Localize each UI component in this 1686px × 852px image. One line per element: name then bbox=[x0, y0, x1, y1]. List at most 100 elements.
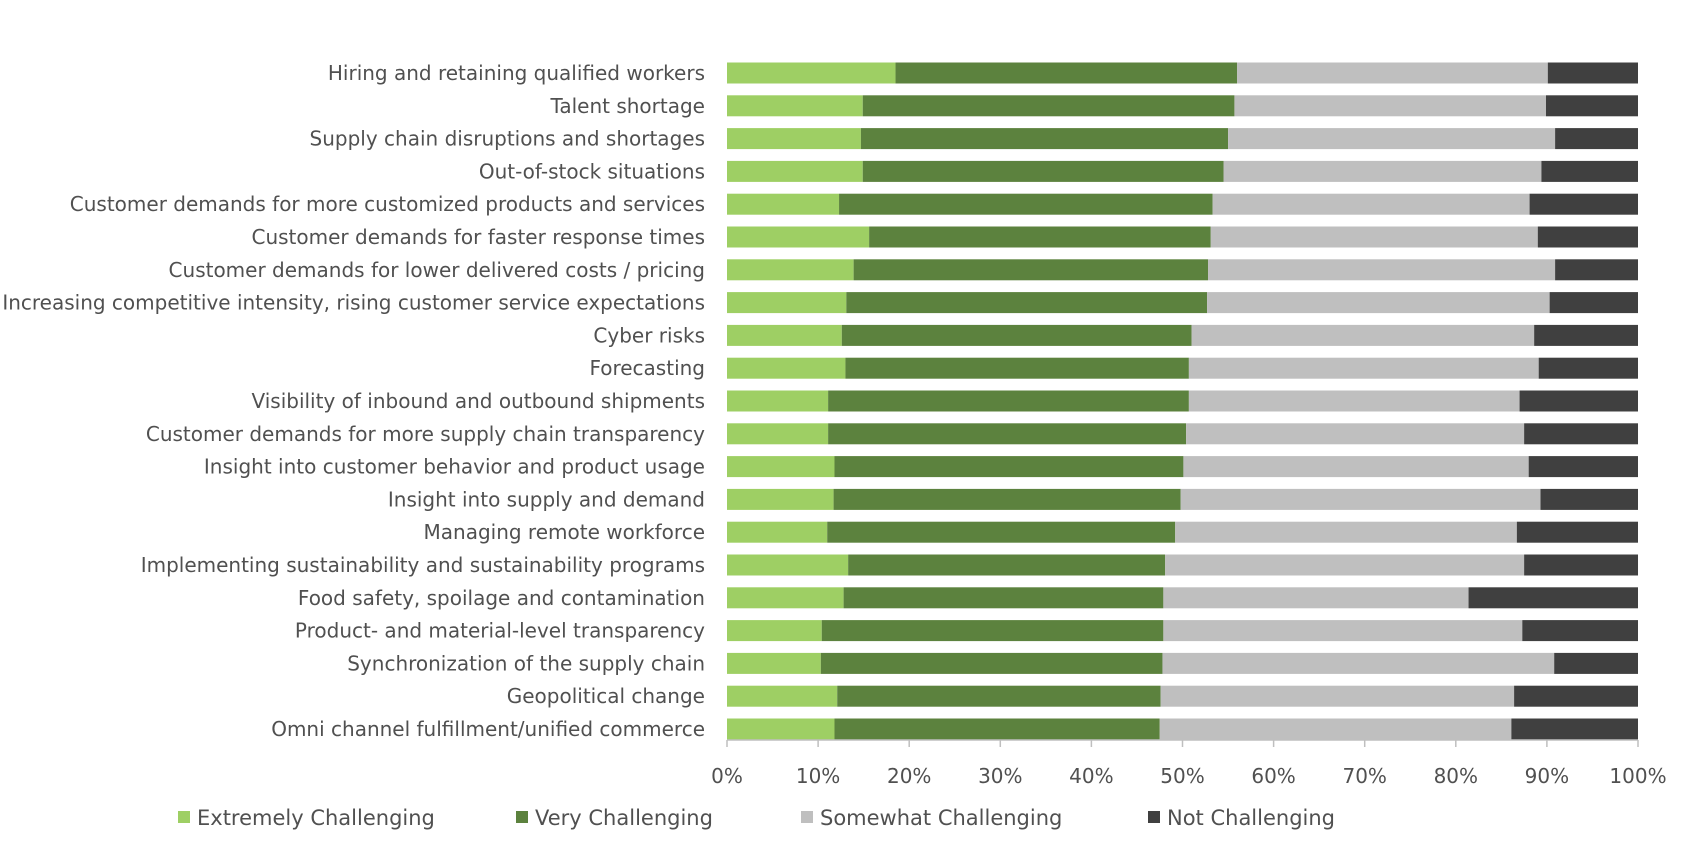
bar-extremely-challenging-2 bbox=[727, 95, 863, 117]
legend-label-extremely-challenging: Extremely Challenging bbox=[197, 806, 435, 830]
x-tick-label: 90% bbox=[1525, 764, 1569, 788]
bar-not-challenging-21 bbox=[1511, 718, 1638, 740]
bar-extremely-challenging-18 bbox=[727, 620, 822, 642]
category-label: Customer demands for faster response tim… bbox=[252, 225, 706, 249]
bar-somewhat-challenging-16 bbox=[1165, 554, 1525, 576]
bar-not-challenging-16 bbox=[1524, 554, 1639, 576]
category-label: Synchronization of the supply chain bbox=[347, 651, 705, 675]
category-label: Product- and material-level transparency bbox=[295, 619, 705, 643]
legend-swatch-somewhat-challenging bbox=[801, 811, 813, 823]
bar-somewhat-challenging-7 bbox=[1208, 259, 1556, 281]
legend: Extremely Challenging Very Challenging Som… bbox=[178, 806, 1335, 830]
bar-very-challenging-3 bbox=[860, 128, 1229, 150]
bar-extremely-challenging-3 bbox=[727, 128, 861, 150]
category-label: Customer demands for more customized pro… bbox=[70, 192, 705, 216]
bar-very-challenging-9 bbox=[841, 324, 1192, 346]
bar-very-challenging-7 bbox=[853, 259, 1209, 281]
category-label: Food safety, spoilage and contamination bbox=[298, 586, 705, 610]
bar-somewhat-challenging-6 bbox=[1210, 226, 1538, 248]
bar-extremely-challenging-7 bbox=[727, 259, 854, 281]
bar-not-challenging-1 bbox=[1547, 62, 1638, 84]
bar-somewhat-challenging-18 bbox=[1163, 620, 1523, 642]
bar-extremely-challenging-19 bbox=[727, 652, 821, 674]
bar-extremely-challenging-17 bbox=[727, 587, 844, 609]
bar-somewhat-challenging-4 bbox=[1223, 160, 1542, 182]
bar-extremely-challenging-20 bbox=[727, 685, 838, 707]
bar-extremely-challenging-1 bbox=[727, 62, 896, 84]
bar-not-challenging-11 bbox=[1519, 390, 1638, 412]
bar-not-challenging-4 bbox=[1541, 160, 1638, 182]
bar-very-challenging-14 bbox=[833, 488, 1181, 510]
bar-very-challenging-1 bbox=[895, 62, 1238, 84]
category-label: Talent shortage bbox=[549, 94, 705, 118]
bar-somewhat-challenging-9 bbox=[1191, 324, 1535, 346]
bar-not-challenging-3 bbox=[1555, 128, 1638, 150]
bar-not-challenging-7 bbox=[1555, 259, 1638, 281]
category-label: Visibility of inbound and outbound shipm… bbox=[251, 389, 705, 413]
category-label: Out-of-stock situations bbox=[479, 159, 705, 183]
x-tick-label: 0% bbox=[711, 764, 743, 788]
bar-extremely-challenging-10 bbox=[727, 357, 846, 379]
category-label: Omni channel fulfillment/unified commerc… bbox=[271, 717, 705, 741]
bar-somewhat-challenging-3 bbox=[1228, 128, 1556, 150]
bar-extremely-challenging-4 bbox=[727, 160, 863, 182]
legend-label-not-challenging: Not Challenging bbox=[1167, 806, 1335, 830]
bar-somewhat-challenging-21 bbox=[1159, 718, 1512, 740]
category-label: Geopolitical change bbox=[507, 684, 705, 708]
bar-not-challenging-20 bbox=[1514, 685, 1638, 707]
bar-somewhat-challenging-12 bbox=[1186, 423, 1525, 445]
bar-extremely-challenging-6 bbox=[727, 226, 870, 248]
x-tick-label: 10% bbox=[796, 764, 840, 788]
category-label: Implementing sustainability and sustaina… bbox=[141, 553, 705, 577]
bar-not-challenging-9 bbox=[1534, 324, 1638, 346]
bar-not-challenging-5 bbox=[1529, 193, 1638, 215]
bar-extremely-challenging-21 bbox=[727, 718, 835, 740]
bar-very-challenging-16 bbox=[848, 554, 1166, 576]
bars-group bbox=[727, 62, 1639, 740]
bar-very-challenging-18 bbox=[821, 620, 1164, 642]
bar-extremely-challenging-9 bbox=[727, 324, 842, 346]
bar-very-challenging-15 bbox=[827, 521, 1176, 543]
x-tick-label: 100% bbox=[1609, 764, 1666, 788]
bar-extremely-challenging-12 bbox=[727, 423, 829, 445]
bar-very-challenging-10 bbox=[845, 357, 1189, 379]
x-axis: 0% 10% 20% 30% 40% 50% 60% 70% 80% 90% 100% bbox=[711, 739, 1667, 788]
x-tick-label: 60% bbox=[1251, 764, 1295, 788]
bar-not-challenging-8 bbox=[1549, 292, 1638, 314]
x-tick-label: 30% bbox=[978, 764, 1022, 788]
category-label: Customer demands for more supply chain t… bbox=[146, 422, 705, 446]
bar-not-challenging-19 bbox=[1554, 652, 1638, 674]
bar-extremely-challenging-15 bbox=[727, 521, 828, 543]
bar-very-challenging-5 bbox=[839, 193, 1213, 215]
x-tick-label: 80% bbox=[1434, 764, 1478, 788]
x-tick-label: 20% bbox=[887, 764, 931, 788]
x-tick-label: 50% bbox=[1160, 764, 1204, 788]
bar-not-challenging-6 bbox=[1537, 226, 1638, 248]
bar-very-challenging-6 bbox=[869, 226, 1211, 248]
category-label: Cyber risks bbox=[593, 323, 705, 347]
bar-not-challenging-17 bbox=[1468, 587, 1638, 609]
bar-extremely-challenging-5 bbox=[727, 193, 840, 215]
bar-somewhat-challenging-13 bbox=[1183, 456, 1529, 478]
bar-very-challenging-2 bbox=[862, 95, 1235, 117]
bar-extremely-challenging-14 bbox=[727, 488, 834, 510]
bar-not-challenging-10 bbox=[1538, 357, 1638, 379]
bar-very-challenging-11 bbox=[828, 390, 1189, 412]
bar-somewhat-challenging-8 bbox=[1207, 292, 1550, 314]
legend-swatch-very-challenging bbox=[516, 811, 528, 823]
bar-somewhat-challenging-19 bbox=[1162, 652, 1555, 674]
legend-swatch-extremely-challenging bbox=[178, 811, 190, 823]
bar-not-challenging-12 bbox=[1524, 423, 1639, 445]
bar-very-challenging-12 bbox=[828, 423, 1187, 445]
bar-somewhat-challenging-2 bbox=[1234, 95, 1546, 117]
bar-somewhat-challenging-17 bbox=[1163, 587, 1469, 609]
legend-label-somewhat-challenging: Somewhat Challenging bbox=[820, 806, 1062, 830]
x-tick-label: 40% bbox=[1069, 764, 1113, 788]
category-labels: Hiring and retaining qualified workers Ta… bbox=[2, 61, 705, 741]
bar-somewhat-challenging-15 bbox=[1175, 521, 1517, 543]
category-label: Supply chain disruptions and shortages bbox=[310, 127, 705, 151]
bar-extremely-challenging-16 bbox=[727, 554, 849, 576]
bar-not-challenging-2 bbox=[1545, 95, 1638, 117]
bar-extremely-challenging-8 bbox=[727, 292, 847, 314]
